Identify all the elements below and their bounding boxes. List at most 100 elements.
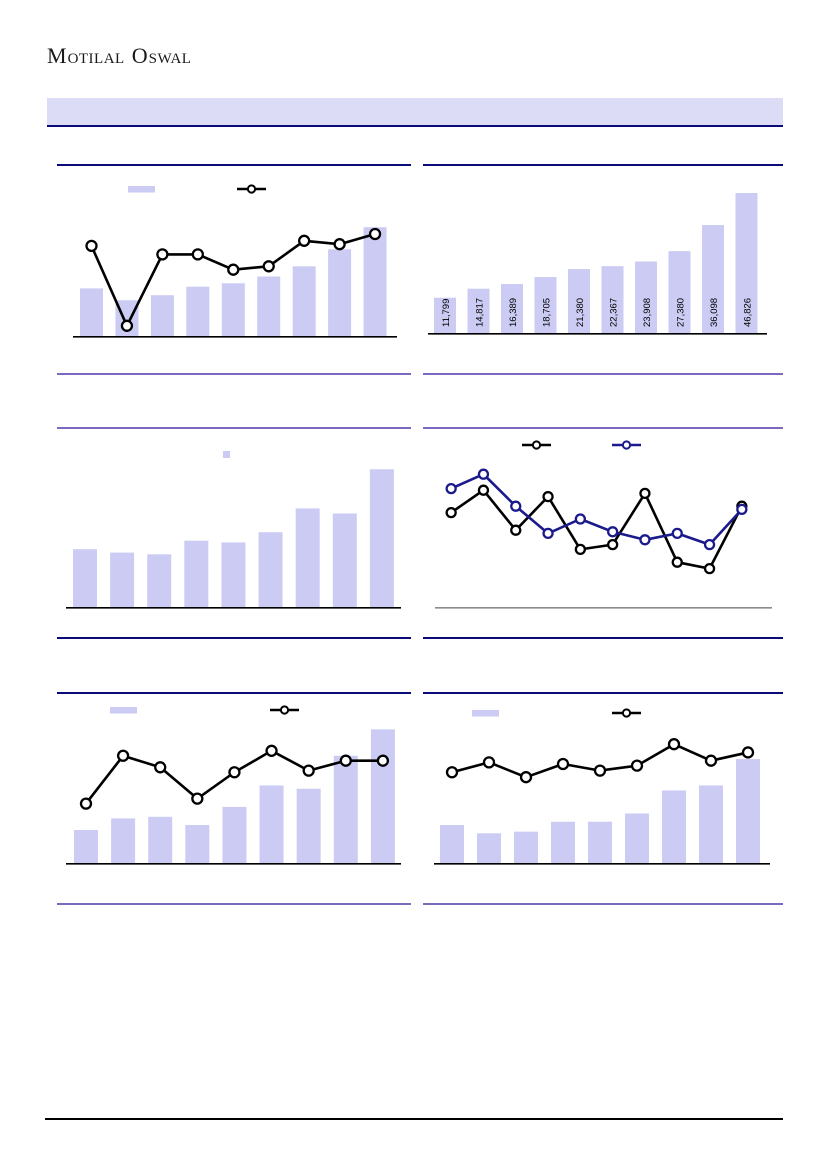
line-marker bbox=[574, 513, 587, 525]
bar bbox=[440, 825, 464, 863]
line-marker bbox=[333, 238, 346, 251]
line-series bbox=[450, 472, 743, 546]
line-marker bbox=[704, 754, 718, 767]
line-marker bbox=[519, 771, 533, 784]
bar bbox=[110, 552, 135, 607]
bar bbox=[296, 788, 321, 863]
bar bbox=[736, 759, 760, 863]
line-marker bbox=[191, 792, 204, 805]
bar-value-label: 21,380 bbox=[575, 298, 586, 327]
exhibit-panel-1 bbox=[57, 164, 411, 375]
exhibit-panel-2: 11,799 14,817 16,389 18,705 21,380 22,367 23,9… bbox=[423, 164, 783, 375]
line-marker bbox=[671, 556, 683, 568]
bar bbox=[662, 790, 686, 863]
logo-text-motilal-cap: M bbox=[47, 43, 68, 68]
logo-text-motilal-rest: otilal bbox=[67, 51, 125, 67]
bar bbox=[111, 818, 136, 863]
line-marker bbox=[477, 468, 490, 480]
line-marker bbox=[154, 761, 167, 774]
line-marker bbox=[593, 764, 607, 777]
bar bbox=[369, 469, 394, 607]
line-marker bbox=[671, 527, 683, 540]
exhibit-3-chart bbox=[66, 451, 401, 609]
bar bbox=[148, 816, 173, 863]
line-marker bbox=[703, 562, 716, 575]
legend-line-marker-icon bbox=[279, 705, 290, 715]
line-marker bbox=[556, 757, 570, 771]
bar bbox=[568, 269, 590, 333]
line-marker bbox=[606, 526, 619, 538]
line-marker bbox=[477, 484, 490, 496]
line-marker bbox=[542, 490, 554, 503]
exhibit-6-chart bbox=[434, 708, 770, 865]
bar bbox=[501, 284, 523, 333]
bar bbox=[370, 729, 395, 863]
bar bbox=[668, 251, 691, 333]
bar bbox=[186, 286, 210, 336]
bar bbox=[635, 261, 657, 333]
line-marker bbox=[445, 766, 459, 779]
line-marker bbox=[227, 263, 240, 276]
bar bbox=[295, 508, 320, 607]
line-marker bbox=[482, 756, 496, 769]
bar-value-label: 18,705 bbox=[542, 298, 553, 327]
bar bbox=[601, 266, 624, 333]
bar bbox=[328, 249, 352, 336]
bar-value-label: 36,098 bbox=[709, 298, 720, 327]
line-marker bbox=[156, 248, 169, 261]
footer-divider bbox=[45, 1118, 783, 1120]
bar-value-label: 22,367 bbox=[609, 298, 620, 327]
line-marker bbox=[339, 754, 352, 767]
bar bbox=[73, 549, 97, 607]
line-marker bbox=[542, 527, 554, 540]
line-marker bbox=[191, 248, 204, 261]
header-banner bbox=[47, 98, 783, 127]
bar bbox=[588, 821, 612, 863]
exhibit-5-chart bbox=[66, 705, 401, 865]
line-marker bbox=[445, 506, 457, 519]
bar bbox=[514, 831, 538, 863]
bar bbox=[258, 532, 283, 607]
line-marker bbox=[79, 797, 93, 810]
line-marker bbox=[376, 754, 390, 767]
line-series bbox=[450, 488, 744, 570]
bar bbox=[147, 554, 172, 607]
bar bbox=[222, 806, 247, 863]
bar bbox=[699, 785, 723, 863]
line-marker bbox=[510, 500, 522, 512]
bar bbox=[363, 227, 387, 336]
bar bbox=[534, 277, 557, 333]
bar-value-label: 46,826 bbox=[743, 298, 754, 327]
line-marker bbox=[510, 524, 522, 536]
bar bbox=[467, 288, 490, 333]
line-marker bbox=[639, 534, 651, 546]
bar bbox=[332, 513, 357, 607]
bar bbox=[257, 276, 281, 336]
line-marker bbox=[639, 487, 651, 500]
bar bbox=[477, 833, 501, 863]
line-marker bbox=[85, 239, 98, 253]
line-marker bbox=[120, 319, 134, 332]
bar bbox=[185, 825, 210, 863]
line-marker bbox=[298, 234, 311, 247]
bar-value-label: 27,380 bbox=[676, 298, 687, 327]
bar-value-label: 23,908 bbox=[642, 298, 653, 327]
legend-line-marker-icon bbox=[621, 440, 632, 450]
legend-line-marker-icon bbox=[246, 184, 257, 194]
exhibit-1-chart bbox=[73, 184, 397, 338]
bar bbox=[333, 755, 358, 863]
bar bbox=[80, 288, 103, 336]
bar bbox=[625, 813, 649, 863]
legend-line-marker-icon bbox=[621, 708, 632, 718]
bar bbox=[184, 540, 209, 607]
exhibit-panel-6 bbox=[423, 692, 783, 905]
line-marker bbox=[574, 543, 587, 556]
bar bbox=[150, 295, 174, 336]
line-marker bbox=[667, 738, 681, 751]
legend-bar-swatch-small bbox=[223, 451, 230, 458]
bar bbox=[702, 225, 724, 333]
line-marker bbox=[741, 746, 755, 759]
bar bbox=[735, 193, 758, 333]
bar-value-label: 14,817 bbox=[475, 298, 486, 327]
